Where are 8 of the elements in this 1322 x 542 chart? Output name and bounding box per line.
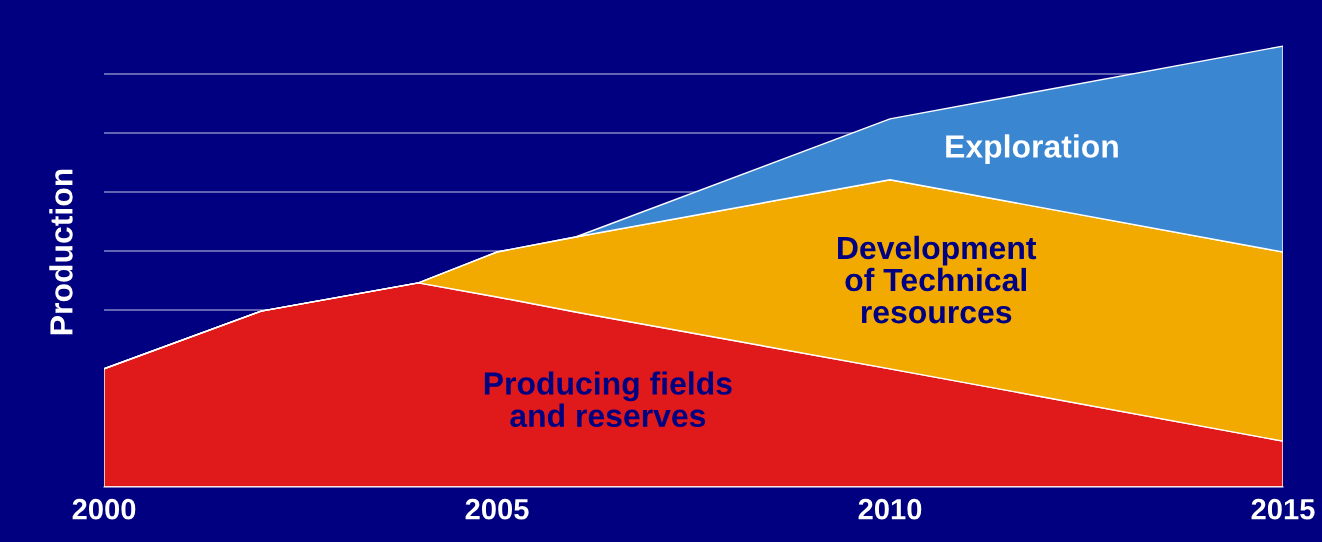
x-tick-label: 2010 xyxy=(858,498,922,520)
series-label: Exploration xyxy=(946,134,1118,165)
x-tick-label: 2015 xyxy=(1251,498,1315,520)
x-tick-label: 2000 xyxy=(72,498,136,520)
series-label: Development of Technical resources xyxy=(838,235,1037,324)
series-label: Producing fields and reserves xyxy=(484,371,732,428)
x-tick-label: 2005 xyxy=(465,498,529,520)
y-axis-title: Production xyxy=(49,169,73,335)
